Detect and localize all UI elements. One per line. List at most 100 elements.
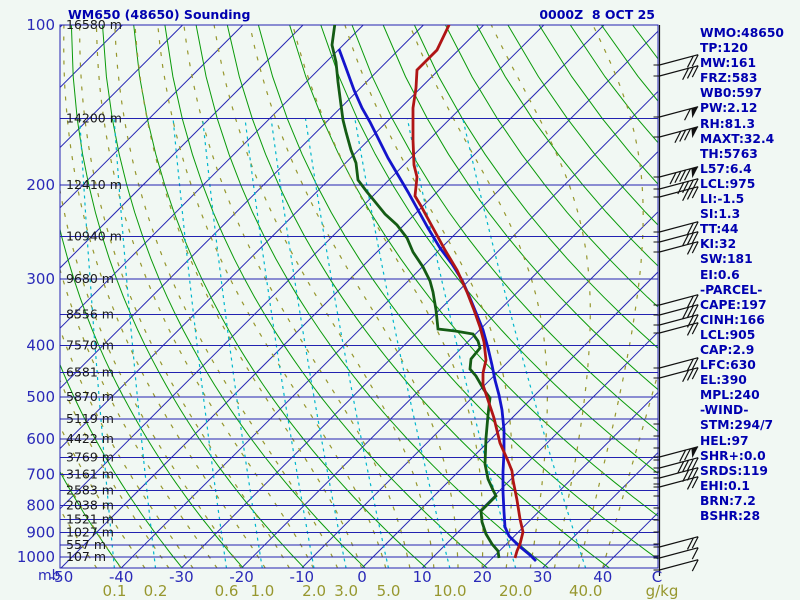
temperature-trace — [411, 25, 525, 559]
temp-axis-label: -40 — [109, 568, 134, 586]
pressure-axis-label: 300 — [26, 270, 55, 288]
barb-feather — [691, 536, 699, 549]
isotherm-line — [0, 25, 2, 568]
wind-barb — [653, 231, 699, 247]
index-item: KI:32 — [700, 237, 737, 252]
moist-adiabat-line — [60, 267, 218, 568]
isotherm-line — [301, 211, 658, 568]
mixing-ratio-label: 10.0 — [433, 582, 466, 600]
barb-shaft — [659, 221, 699, 233]
index-item: MAXT:32.4 — [700, 131, 775, 146]
index-item: MW:161 — [700, 56, 757, 71]
height-label: 14200 m — [66, 111, 122, 126]
index-item: TT:44 — [700, 222, 739, 237]
barb-shaft — [659, 536, 699, 548]
temp-axis-label: 10 — [413, 568, 432, 586]
barb-shaft — [659, 457, 699, 469]
index-item: PW:2.12 — [700, 101, 758, 116]
height-label: 3769 m — [66, 449, 114, 464]
pressure-axis-label: 900 — [26, 524, 55, 542]
wind-barb — [653, 126, 699, 144]
isotherm-line — [60, 25, 244, 209]
barb-feather — [686, 458, 694, 471]
isotherm-line — [60, 25, 484, 450]
barb-shaft — [659, 294, 699, 306]
moist-adiabat-line — [183, 25, 411, 568]
barb-feather — [686, 468, 694, 481]
wind-barb — [653, 166, 699, 185]
index-item: RH:81.3 — [700, 116, 756, 131]
pressure-axis-label: 100 — [26, 16, 55, 34]
dry-adiabat-line — [133, 25, 427, 568]
barb-feather — [686, 305, 694, 318]
pressure-axis-label: 500 — [26, 388, 55, 406]
wind-barb — [653, 106, 699, 121]
moist-adiabat-line — [601, 371, 658, 568]
index-item: TH:5763 — [700, 146, 758, 161]
index-item: WMO:48650 — [700, 26, 784, 40]
dry-adiabat-line — [351, 25, 658, 432]
pressure-axis-label: 800 — [26, 496, 55, 514]
barb-shaft — [659, 304, 699, 316]
barb-feather — [682, 460, 690, 473]
trace-layer — [330, 25, 537, 562]
wind-barb — [653, 65, 699, 81]
barb-feather — [684, 168, 691, 181]
barb-feather — [679, 169, 687, 182]
moist-adiabat-line — [249, 25, 459, 568]
index-item: LCL:905 — [700, 327, 756, 342]
barb-shaft — [659, 241, 699, 253]
isotherm-line — [60, 25, 304, 269]
height-label: 5119 m — [66, 411, 114, 426]
dry-adiabat-line — [257, 25, 658, 560]
wind-barb — [653, 446, 699, 462]
wind-barb — [653, 476, 699, 490]
mixing-ratio-label: 5.0 — [377, 582, 401, 600]
barb-pennant — [691, 106, 699, 119]
height-label: 1027 m — [66, 525, 114, 540]
wind-barb — [653, 357, 699, 371]
mixing-ratio-line — [406, 118, 517, 568]
barb-shaft — [659, 186, 699, 198]
height-label: 557 m — [66, 537, 106, 552]
barb-feather — [691, 304, 699, 317]
barb-feather — [686, 368, 694, 381]
pressure-unit-label: mb — [38, 568, 61, 584]
mixing-ratio-label: 40.0 — [569, 582, 602, 600]
height-label: 10940 m — [66, 229, 122, 244]
isotherm-line — [60, 25, 364, 329]
height-label: 16580 m — [66, 17, 122, 32]
barb-feather — [691, 241, 699, 254]
moist-adiabat-line — [134, 25, 363, 568]
barb-feather — [691, 322, 699, 335]
barb-feather — [691, 65, 699, 78]
temp-axis-label: -20 — [229, 568, 254, 586]
barb-pennant — [691, 126, 699, 139]
barb-feather — [682, 234, 690, 247]
isotherm-line — [60, 25, 605, 568]
barb-pennant — [691, 166, 699, 179]
height-label: 9680 m — [66, 271, 114, 286]
mixing-ratio-label: 1.0 — [250, 582, 274, 600]
wind-barb — [653, 367, 699, 383]
temp-axis-label: 0 — [357, 568, 367, 586]
temp-axis-label: -50 — [49, 568, 74, 586]
barb-feather — [691, 231, 699, 244]
wind-barb — [653, 221, 699, 235]
barb-feather — [691, 357, 699, 370]
temp-axis-label: 30 — [533, 568, 552, 586]
height-label: 4422 m — [66, 431, 114, 446]
barb-feather — [677, 461, 685, 474]
index-item: CAPE:197 — [700, 297, 767, 312]
dry-adiabat-line — [60, 363, 183, 568]
barb-feather — [682, 307, 690, 320]
dry-adiabat-line — [445, 25, 658, 308]
index-item: LCL:975 — [700, 176, 756, 191]
barb-feather — [686, 232, 694, 245]
barb-feather — [686, 358, 694, 371]
index-item: SI:1.3 — [700, 207, 741, 222]
barb-feather — [691, 54, 699, 67]
barb-feather — [679, 129, 687, 142]
height-label: 107 m — [66, 549, 106, 564]
barb-feather — [691, 294, 699, 307]
